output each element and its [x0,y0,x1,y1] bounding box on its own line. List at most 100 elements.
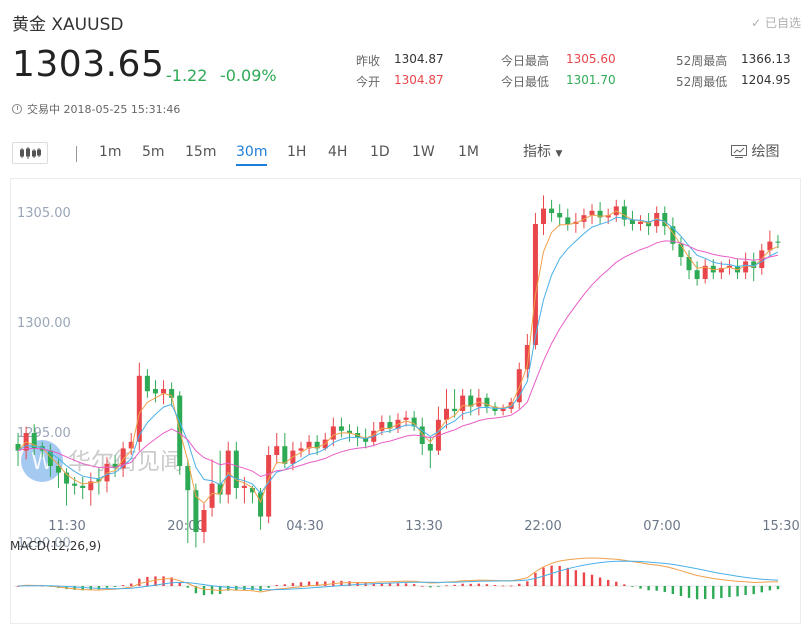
candle [128,433,134,455]
period-15m[interactable]: 15m [185,144,217,160]
toolbar-divider [76,146,77,162]
macd-bar [776,586,780,590]
candle [47,444,53,477]
candle [266,446,272,524]
period-1m-month[interactable]: 1M [458,144,479,160]
macd-bar [760,586,763,593]
candle [112,455,118,477]
macd-bar [348,581,351,586]
macd-bar [461,583,464,586]
period-4h[interactable]: 4H [328,144,348,160]
macd-label: MACD(12,26,9) [10,539,101,553]
indicator-menu[interactable]: 指标 ▼ [523,136,562,168]
chart-type-button[interactable] [12,142,48,164]
y-tick-label: 1305.00 [17,206,71,221]
macd-bar [704,586,707,600]
macd-bar [493,585,497,586]
x-tick-label: 15:30 [762,519,799,534]
macd-bar [647,586,650,591]
chart-area[interactable] [10,178,801,624]
macd-dif-line [17,557,779,593]
candle [338,417,344,438]
candle [621,199,627,227]
period-30m[interactable]: 30m [236,136,268,168]
x-tick-label: 20:00 [167,519,204,534]
macd-bar [178,582,181,586]
macd-bar [186,586,190,588]
macd-bar [283,584,287,586]
macd-bar [623,584,626,586]
x-tick-label: 07:00 [643,519,680,534]
macd-bar [202,586,206,596]
draw-button[interactable]: 绘图 [731,136,779,168]
macd-bar [720,586,723,599]
price-change-pct: -0.09% [220,66,277,85]
macd-bar [412,584,416,586]
macd-bar [138,578,141,586]
macd-bar [469,583,472,586]
macd-bar [170,577,173,586]
candle [136,362,142,451]
period-1w[interactable]: 1W [412,144,435,160]
macd-dea-line [17,560,779,591]
w52-high-label: 52周最高 [676,54,728,68]
macd-bar [606,579,610,586]
candle [249,485,255,504]
caret-down-icon: ▼ [555,149,563,159]
candle [516,362,522,409]
macd-bar [582,572,586,586]
macd-bar [194,586,198,594]
open-label: 今开 [356,75,381,89]
candle [411,411,417,431]
macd-bar [695,586,699,600]
candle [282,433,288,469]
macd-bar [404,583,408,586]
candle [638,215,644,231]
macd-bar [566,567,569,586]
candle [565,208,571,231]
macd-bar [679,586,683,596]
candle [460,389,466,420]
macd-bar [154,576,157,586]
macd-bar [315,581,319,586]
period-1d[interactable]: 1D [370,144,390,160]
candle [524,334,530,378]
period-5m[interactable]: 5m [142,144,165,160]
candle [387,415,393,433]
w52-low-label: 52周最低 [676,75,728,89]
macd-bar [291,583,295,586]
macd-bar [218,586,222,594]
macd-bar [251,586,254,591]
ma-mid-line [17,216,779,495]
macd-bar [380,583,384,586]
last-price: 1303.65 [12,44,165,85]
macd-bar [550,565,553,586]
candle [662,206,668,235]
macd-bar [631,586,634,587]
candle [484,393,490,414]
draw-chart-icon [731,145,747,158]
candle [233,441,239,499]
macd-bar [121,585,125,586]
macd-bar [372,583,375,586]
period-1h[interactable]: 1H [287,144,307,160]
draw-label: 绘图 [751,144,780,160]
candle [209,459,215,517]
check-icon: ✓ [751,16,762,30]
macd-bar [162,576,165,586]
macd-bar [130,583,133,586]
macd-bar [227,586,230,591]
candle [185,459,191,543]
candle [241,477,247,504]
watchlist-toggle[interactable]: ✓ 已自选 [751,14,801,31]
candle [80,477,86,499]
macd-bar [388,583,392,586]
day-low-label: 今日最低 [501,75,550,89]
macd-bar [574,570,578,586]
candle [500,404,506,416]
candle [767,230,773,257]
macd-bar [275,584,278,586]
period-1m[interactable]: 1m [99,144,122,160]
day-low-value: 1301.70 [566,73,616,87]
macd-bar [639,586,642,589]
